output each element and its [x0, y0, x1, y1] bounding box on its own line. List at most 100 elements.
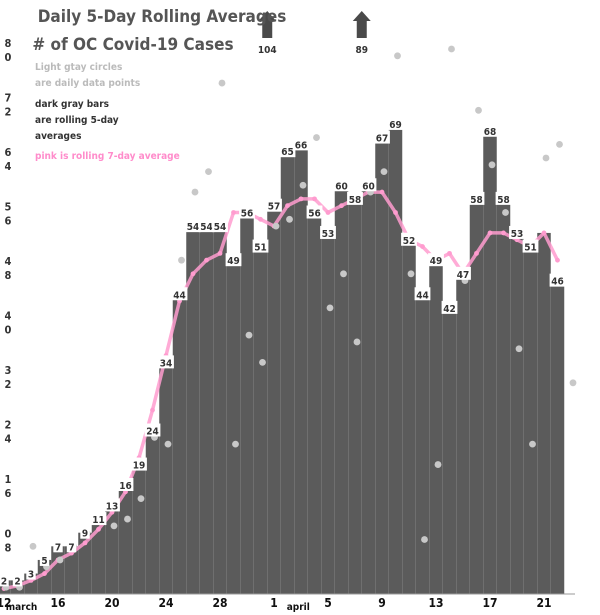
y-tick-label-0-a: 8 [5, 37, 12, 50]
bar-label-bg-41 [549, 273, 566, 287]
month-label-1: april [287, 602, 310, 613]
daily-point-21 [286, 215, 293, 223]
bar-value-label-0: 2 [1, 576, 7, 587]
daily-point-8 [110, 522, 118, 530]
bar-value-label-15: 54 [200, 222, 213, 233]
bar-value-label-36: 68 [484, 127, 497, 138]
daily-point-24 [326, 304, 334, 312]
bar-value-label-38: 53 [511, 229, 524, 240]
rolling-7day-point-23 [312, 196, 317, 202]
rolling-7day-point-33 [447, 250, 452, 256]
bar-17 [226, 260, 241, 594]
bar-label-bg-0 [0, 573, 9, 587]
bar-label-bg-25 [333, 178, 350, 192]
bar-26 [348, 198, 362, 594]
bar-label-bg-37 [495, 191, 512, 205]
y-tick-label-3-b: 6 [5, 215, 12, 228]
bar-22 [294, 144, 308, 594]
bar-label-bg-18 [239, 205, 255, 219]
up-arrow-icon-1 [352, 11, 371, 38]
bar-label-bg-32 [428, 253, 444, 267]
x-tick-label-10: 21 [536, 596, 551, 610]
daily-point-2 [29, 542, 37, 550]
daily-point-29 [394, 52, 401, 60]
bar-12 [159, 362, 173, 594]
y-tick-label-1-a: 7 [5, 92, 12, 105]
bar-value-label-32: 49 [430, 256, 443, 267]
daily-points [2, 45, 577, 591]
bar-value-label-29: 69 [389, 120, 402, 131]
rolling-7day-point-41 [555, 257, 560, 263]
daily-point-31 [421, 536, 428, 543]
daily-point-36 [488, 161, 496, 169]
bar-20 [267, 205, 281, 594]
chart-title-line1: Daily 5-Day Rolling Averages [38, 7, 287, 27]
bar-value-label-13: 44 [173, 290, 186, 301]
bar-value-label-18: 56 [241, 209, 254, 220]
daily-point-26 [353, 338, 361, 346]
bar-25 [334, 185, 349, 594]
rolling-7day-point-7 [96, 526, 101, 532]
rolling-7day-point-35 [474, 250, 479, 256]
bar-label-bg-22 [293, 137, 309, 151]
legend-pink-line: pink is rolling 7-day average [35, 151, 180, 162]
bar-value-label-19: 51 [254, 243, 267, 254]
rolling-7day-point-25 [339, 203, 344, 209]
bar-35 [469, 198, 484, 594]
rolling-7day-point-17 [231, 210, 236, 215]
bar-value-label-12: 34 [160, 358, 173, 369]
y-tick-label-8-a: 1 [5, 473, 12, 486]
bar-value-label-33: 42 [443, 304, 456, 315]
bar-value-label-27: 60 [362, 181, 375, 192]
y-tick-label-4-b: 8 [5, 269, 12, 282]
daily-point-30 [407, 270, 415, 278]
bar-value-label-5: 7 [68, 542, 74, 553]
up-arrow-icon-0 [258, 11, 277, 38]
bar-24 [321, 232, 335, 594]
bar-40 [537, 232, 551, 594]
bar-label-bg-23 [306, 205, 323, 219]
bar-value-label-2: 3 [28, 570, 34, 581]
bar-label-bg-19 [252, 239, 269, 253]
bar-label-bg-35 [468, 191, 485, 205]
bar-label-bg-4 [53, 539, 63, 553]
bar-19 [253, 246, 268, 594]
daily-point-9 [124, 515, 131, 523]
bar-value-label-14: 54 [187, 222, 200, 233]
bar-label-bg-17 [225, 253, 242, 267]
y-tick-label-3-a: 5 [5, 201, 12, 214]
bar-value-label-39: 51 [524, 243, 537, 254]
x-tick-label-0: 12 [0, 596, 12, 610]
x-tick-label-5: 1 [270, 596, 278, 610]
bar-value-label-28: 67 [376, 134, 389, 145]
y-tick-label-2-a: 6 [5, 146, 12, 159]
bar-label-bg-30 [401, 232, 417, 246]
bar-label-bg-34 [455, 266, 471, 280]
bar-label-bg-8 [104, 498, 120, 512]
daily-point-16 [218, 79, 226, 87]
bar-value-label-25: 60 [335, 181, 348, 192]
daily-point-25 [340, 270, 347, 278]
bar-label-bg-33 [441, 300, 458, 314]
bar-11 [145, 430, 160, 594]
bar-label-bg-27 [360, 178, 377, 192]
bar-39 [523, 246, 538, 594]
chart-title-line2: # of OC Covid-19 Cases [32, 35, 233, 55]
bar-label-bg-1 [12, 573, 23, 587]
bar-31 [415, 294, 430, 594]
daily-point-33 [448, 45, 455, 53]
y-tick-label-8-b: 6 [5, 487, 12, 500]
bar-value-label-20: 57 [268, 202, 281, 213]
bar-label-bg-13 [171, 287, 188, 301]
daily-point-18 [245, 331, 253, 339]
y-tick-label-6-b: 2 [5, 378, 12, 391]
bar-label-bg-15 [198, 219, 215, 233]
bar-label-bg-26 [347, 191, 363, 205]
bar-value-label-1: 2 [14, 576, 20, 587]
bar-value-label-23: 56 [308, 209, 321, 220]
y-tick-label-9-a: 0 [5, 528, 12, 541]
daily-point-23 [313, 134, 320, 141]
x-tick-label-8: 13 [428, 596, 443, 610]
daily-point-10 [137, 495, 145, 503]
rolling-7day-point-16 [217, 250, 223, 256]
